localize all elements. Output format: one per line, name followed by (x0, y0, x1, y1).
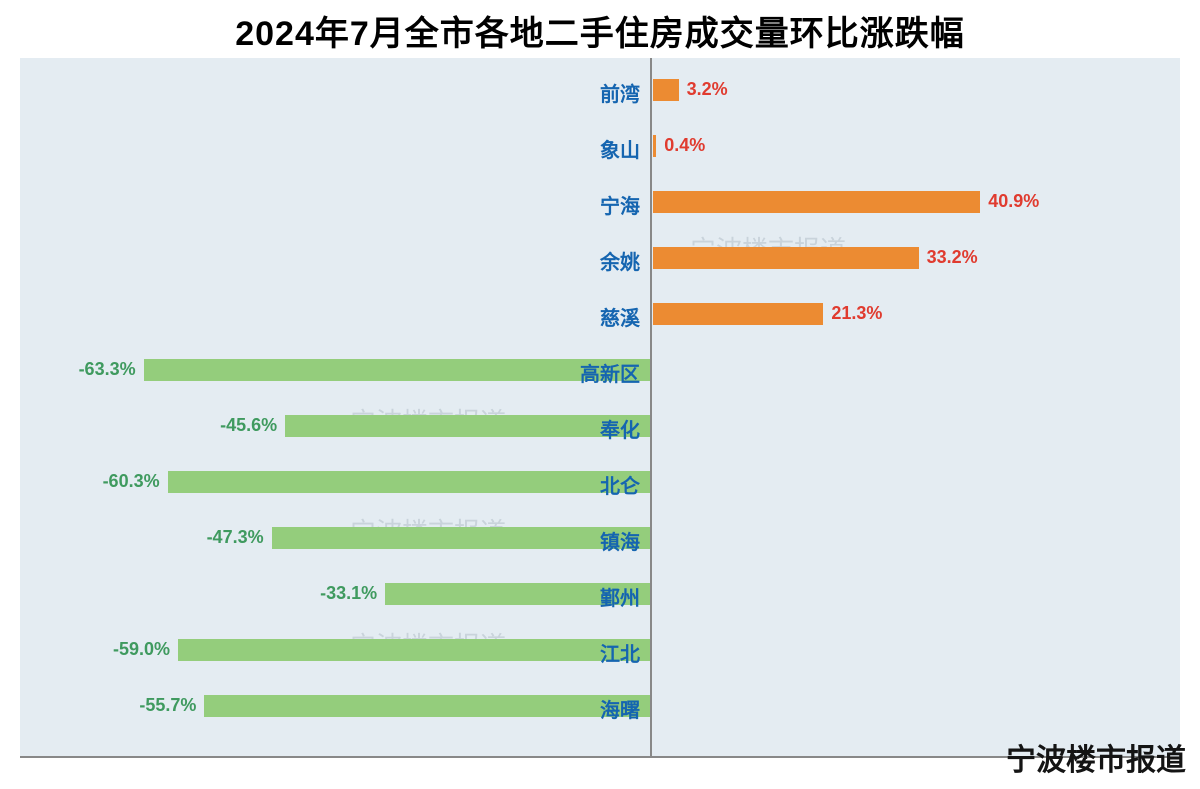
value-label: 40.9% (988, 191, 1039, 212)
value-label: -47.3% (207, 527, 264, 548)
category-label: 宁海 (600, 190, 640, 219)
bar (144, 359, 650, 381)
bar (285, 415, 650, 437)
category-label: 海曙 (600, 694, 640, 723)
bar (178, 639, 650, 661)
value-label: -60.3% (103, 471, 160, 492)
chart-title: 2024年7月全市各地二手住房成交量环比涨跌幅 (0, 0, 1200, 55)
category-label: 鄞州 (600, 582, 640, 611)
plot-area: 宁波楼市报道宁波楼市报道宁波楼市报道宁波楼市报道前湾3.2%象山0.4%宁海40… (20, 58, 1180, 758)
category-label: 奉化 (600, 414, 640, 443)
category-label: 慈溪 (600, 302, 640, 331)
bar (204, 695, 650, 717)
bar (653, 135, 656, 157)
bar (653, 191, 980, 213)
value-label: -59.0% (113, 639, 170, 660)
category-label: 象山 (600, 134, 640, 163)
value-label: -33.1% (320, 583, 377, 604)
bar (272, 527, 650, 549)
value-label: -55.7% (139, 695, 196, 716)
value-label: 3.2% (687, 79, 728, 100)
category-label: 镇海 (600, 526, 640, 555)
category-label: 余姚 (600, 246, 640, 275)
value-label: 0.4% (664, 135, 705, 156)
bar (653, 79, 679, 101)
category-label: 前湾 (600, 78, 640, 107)
category-label: 北仑 (600, 470, 640, 499)
bar (168, 471, 650, 493)
bar (653, 247, 919, 269)
value-label: 21.3% (831, 303, 882, 324)
value-label: 33.2% (927, 247, 978, 268)
credit-text: 宁波楼市报道 (1006, 735, 1186, 779)
category-label: 高新区 (580, 358, 640, 387)
value-label: -63.3% (79, 359, 136, 380)
bar (653, 303, 823, 325)
zero-axis (650, 58, 652, 758)
category-label: 江北 (600, 638, 640, 667)
value-label: -45.6% (220, 415, 277, 436)
